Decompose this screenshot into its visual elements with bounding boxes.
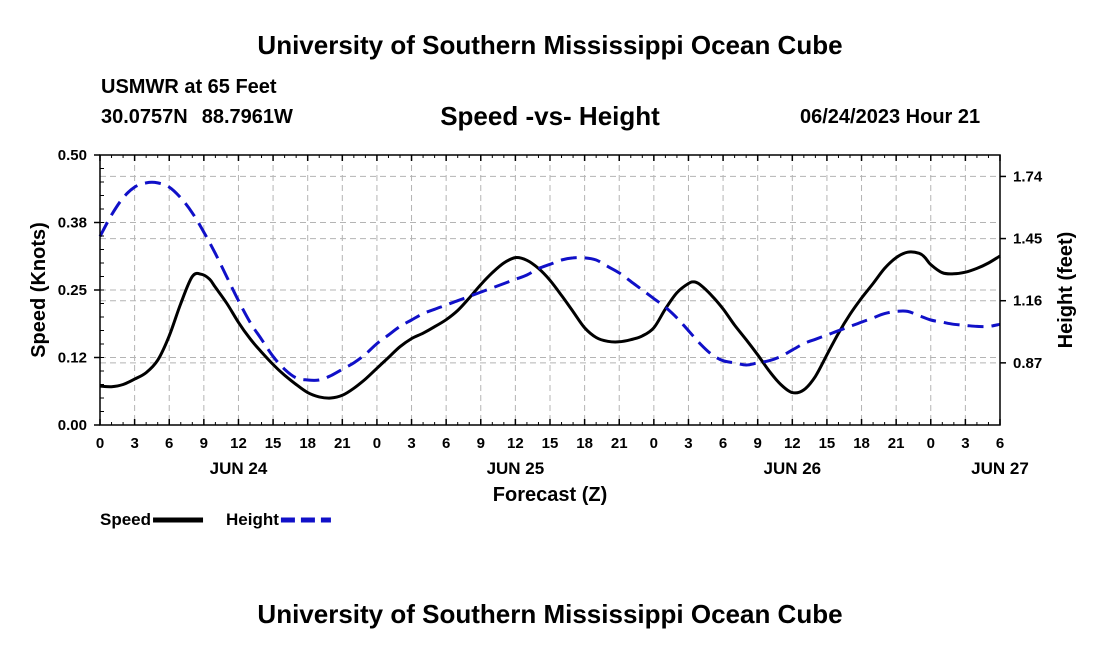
y-axis-title-right: Height (feet)	[1055, 232, 1077, 349]
x-tick-label: 0	[927, 435, 935, 452]
x-tick-label: 18	[576, 435, 593, 452]
x-tick-label: 0	[373, 435, 381, 452]
y-tick-label-left: 0.50	[58, 147, 87, 164]
date-label: JUN 24	[210, 459, 268, 478]
forecast-datetime: 06/24/2023 Hour 21	[800, 106, 981, 128]
x-tick-label: 18	[853, 435, 870, 452]
x-tick-label: 21	[611, 435, 628, 452]
x-tick-label: 9	[200, 435, 208, 452]
x-tick-label: 3	[961, 435, 969, 452]
grid-lines	[100, 155, 1000, 425]
x-tick-label: 3	[684, 435, 692, 452]
x-tick-label: 3	[130, 435, 138, 452]
station-name: USMWR at 65 Feet	[101, 76, 277, 98]
latitude: 30.0757N	[101, 106, 188, 128]
y-tick-label-right: 1.74	[1013, 168, 1043, 185]
main-title: University of Southern Mississippi Ocean…	[257, 30, 843, 60]
x-tick-label: 0	[96, 435, 104, 452]
x-tick-label: 18	[299, 435, 316, 452]
axes: 0 3 6 9 12 15 18 21 0 3 6 9 12 15 18 21 0 3 6 9 12 15 18 21 0 3 6 J…	[28, 147, 1077, 506]
x-tick-label: 12	[784, 435, 801, 452]
date-label: JUN 25	[487, 459, 545, 478]
x-tick-label: 6	[165, 435, 173, 452]
x-tick-label: 9	[477, 435, 485, 452]
footer-title: University of Southern Mississippi Ocean…	[257, 599, 843, 629]
x-tick-label: 9	[754, 435, 762, 452]
date-label: JUN 26	[763, 459, 821, 478]
x-tick-label: 21	[334, 435, 351, 452]
x-tick-label: 12	[507, 435, 524, 452]
station-coordinates: 30.0757N 88.7961W	[101, 106, 307, 129]
x-tick-label: 21	[888, 435, 905, 452]
x-tick-label: 6	[996, 435, 1004, 452]
series-line-speed	[99, 250, 1001, 400]
longitude: 88.7961W	[201, 106, 293, 128]
series-lines	[98, 180, 1001, 400]
x-tick-label: 15	[265, 435, 282, 452]
x-tick-label: 6	[719, 435, 727, 452]
y-tick-label-left: 0.25	[58, 282, 87, 299]
y-tick-label-right: 1.45	[1013, 231, 1042, 248]
y-tick-label-right: 0.87	[1013, 355, 1042, 372]
x-tick-label: 6	[442, 435, 450, 452]
x-tick-label: 15	[819, 435, 836, 452]
y-axis-title-left: Speed (Knots)	[28, 222, 50, 358]
x-tick-label: 3	[407, 435, 415, 452]
chart-subtitle: Speed -vs- Height	[440, 101, 660, 131]
x-axis-title: Forecast (Z)	[493, 484, 607, 506]
y-tick-label-left: 0.12	[58, 350, 87, 367]
x-tick-label: 0	[650, 435, 658, 452]
x-tick-label: 15	[542, 435, 559, 452]
y-tick-label-left: 0.38	[58, 215, 87, 232]
series-line-height	[98, 180, 1001, 382]
legend-label-speed: Speed	[100, 510, 151, 529]
x-tick-label: 12	[230, 435, 247, 452]
legend: Speed Height	[100, 510, 331, 529]
date-label: JUN 27	[971, 459, 1029, 478]
y-tick-label-left: 0.00	[58, 417, 87, 434]
legend-label-height: Height	[226, 510, 279, 529]
y-tick-label-right: 1.16	[1013, 293, 1042, 310]
